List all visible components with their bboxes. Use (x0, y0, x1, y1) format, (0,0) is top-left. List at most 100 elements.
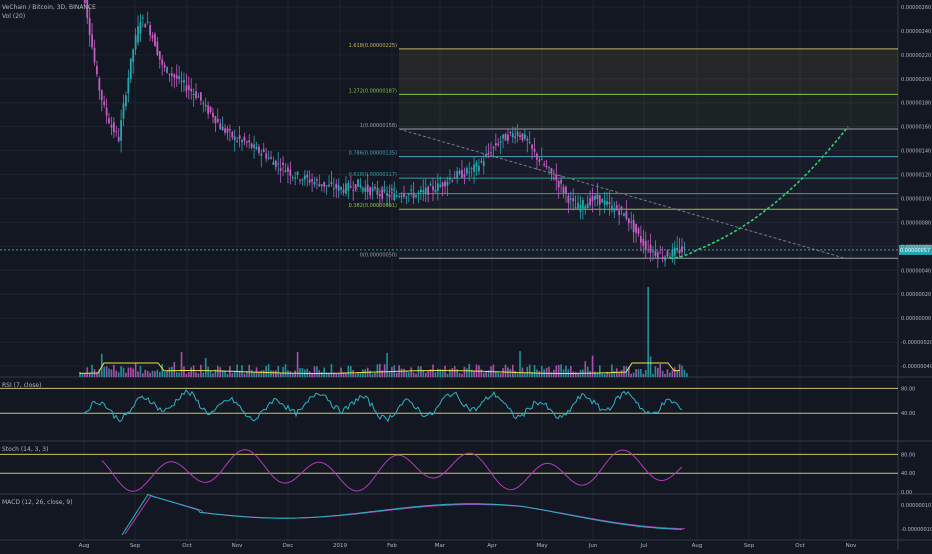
volume-bar (405, 371, 408, 377)
volume-bar (226, 373, 229, 377)
candle-body (436, 183, 439, 191)
price-axis-tick: 0.00000260 (901, 5, 931, 11)
fibonacci-retracement: 1.618(0.00000225) 1.272(0.00000187) 1(0.00… (349, 43, 898, 259)
volume-bar (132, 368, 134, 377)
candle-body (96, 65, 98, 75)
candle-body (306, 174, 309, 178)
volume-bar (598, 365, 601, 377)
volume-bar (669, 372, 671, 377)
candle-body (371, 188, 374, 191)
candle-body (398, 196, 401, 198)
volume-bar (596, 373, 599, 377)
candle-body (468, 171, 471, 173)
volume-bar (681, 365, 683, 377)
candle-body (644, 240, 647, 250)
volume-bar (369, 370, 371, 377)
price-axis-tick: -0.00000040 (901, 364, 932, 370)
volume-bar (647, 287, 649, 377)
candle-body (429, 184, 432, 186)
volume-bar (359, 372, 362, 377)
volume-ma-line (79, 362, 680, 374)
volume-bar (282, 366, 284, 377)
volume-bar (115, 370, 118, 377)
candle-body (456, 171, 459, 179)
volume-bar (528, 364, 531, 377)
volume-bar (96, 372, 98, 377)
candle-body (357, 179, 359, 187)
candle-body (216, 119, 219, 123)
volume-bar (560, 364, 562, 377)
current-price-value: 0.00000057 (900, 248, 930, 254)
volume-bar (296, 351, 299, 377)
fib-zone-extension (399, 94, 898, 130)
volume-bar (565, 365, 567, 377)
candle-body (320, 184, 323, 187)
volume-bar (456, 369, 458, 377)
price-axis-tick: 0.00000100 (901, 196, 931, 202)
candle-body (166, 67, 168, 73)
fib-level-label: 0.5(0.00000104) (355, 188, 397, 194)
candle-body (267, 157, 270, 159)
volume-bar (163, 371, 166, 377)
candle-body (649, 244, 652, 253)
volume-bar (591, 355, 594, 377)
candle-body (231, 131, 234, 138)
price-axis-tick: 0.00000180 (901, 101, 931, 107)
candle-body (296, 171, 299, 176)
candle-body (526, 138, 529, 141)
volume-bar (243, 373, 246, 377)
candle-body (318, 183, 321, 187)
price-axis-tick: 0.00000220 (901, 53, 931, 59)
price-axis-tick: 0.00000020 (901, 292, 931, 298)
volume-bar (156, 369, 159, 377)
candle-body (110, 125, 113, 128)
candle-body (422, 190, 425, 193)
volume-bar (185, 373, 188, 377)
axes: 0.00000260 0.00000240 0.00000220 0.00000200… (79, 5, 932, 549)
volume-bar (88, 372, 91, 377)
candle-body (584, 205, 587, 209)
candle-body (405, 196, 408, 198)
candle-body (325, 185, 328, 187)
candle-body (134, 35, 137, 50)
volume-bar (81, 373, 84, 377)
volume-bar (569, 365, 572, 377)
candle-body (265, 153, 268, 159)
volume-bar (342, 372, 345, 377)
volume-bar (606, 371, 608, 377)
volume-bar (449, 369, 451, 377)
candle-body (656, 252, 659, 259)
time-axis-label: May (536, 543, 548, 549)
fib-level-label: 0.786(0.00000135) (349, 151, 397, 157)
candle-body (272, 161, 275, 165)
time-axis-label: Oct (182, 543, 192, 549)
volume-bar (417, 366, 420, 377)
volume-bar (122, 367, 125, 377)
volume-bar (676, 370, 678, 377)
volume-bar (253, 372, 255, 377)
candle-body (608, 201, 611, 205)
volume-bar (335, 373, 338, 377)
candle-body (245, 141, 248, 143)
volume-bar (345, 372, 347, 377)
candle-body (311, 179, 313, 182)
candle-body (569, 198, 572, 200)
candle-body (214, 116, 217, 124)
candle-body (661, 256, 664, 259)
volume-bar (349, 366, 352, 377)
volume-bar (434, 372, 437, 377)
candle-body (458, 170, 461, 174)
volume-bar (557, 365, 560, 377)
candle-body (432, 186, 434, 191)
candle-body (473, 164, 475, 172)
candle-body (284, 170, 287, 172)
candle-body (228, 128, 231, 131)
candle-body (173, 74, 176, 78)
candle-body (144, 24, 147, 28)
volume-bar (144, 369, 147, 377)
volume-bar (601, 373, 604, 377)
candle-body (316, 179, 318, 181)
price-axis-tick: 0.00000000 (901, 316, 931, 322)
